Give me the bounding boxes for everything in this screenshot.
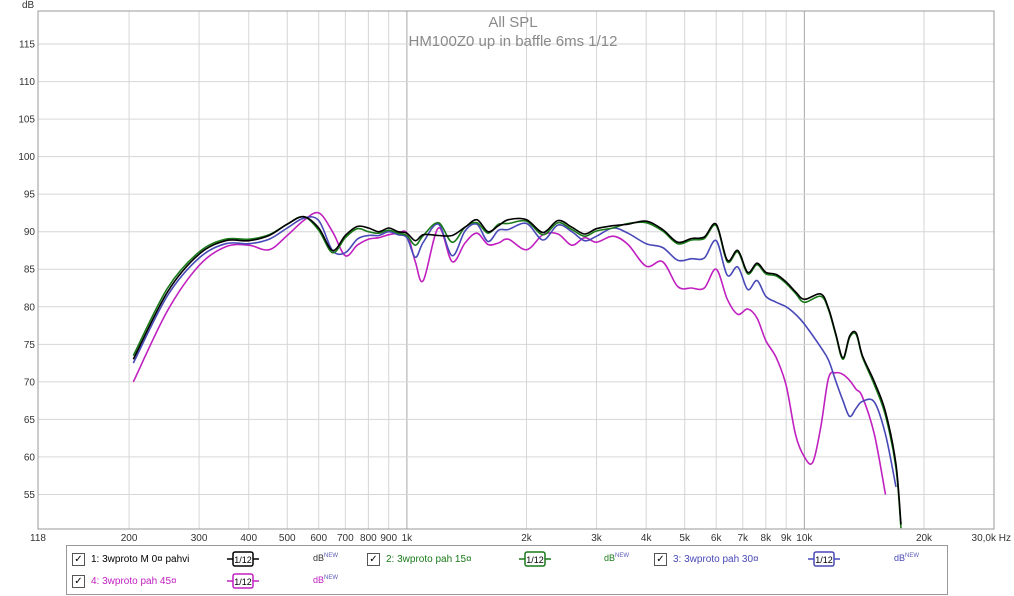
legend-db-label: dB	[894, 553, 906, 563]
legend-db-button[interactable]: dBNEW	[313, 575, 338, 585]
legend-smoothing-label: 1/12	[234, 577, 252, 587]
x-tick-label: 900	[380, 533, 397, 544]
legend-db-button[interactable]: dBNEW	[894, 553, 919, 563]
legend-db-button[interactable]: dBNEW	[313, 553, 338, 563]
legend-label: 1: 3wproto M 0¤ pahvi	[91, 553, 190, 565]
chart-subtitle: HM100Z0 up in baffle 6ms 1/12	[408, 33, 617, 50]
legend-swatch-box	[524, 551, 546, 567]
y-tick-label: 55	[24, 490, 36, 501]
x-tick-label: 20k	[916, 533, 933, 544]
y-tick-label: 110	[19, 77, 35, 88]
x-tick-label: 9k	[781, 533, 793, 544]
x-tick-label: 600	[310, 533, 327, 544]
x-tick-label: 300	[191, 533, 208, 544]
legend-label: 3: 3wproto pah 30¤	[673, 553, 759, 565]
legend-smoothing-label: 1/12	[815, 555, 833, 565]
y-tick-label: 70	[24, 377, 36, 388]
legend-swatch-box	[232, 573, 254, 589]
x-tick-label: 30,0k Hz	[972, 533, 1011, 544]
chart-title: All SPL	[488, 14, 537, 31]
legend-new-label: NEW	[905, 553, 920, 559]
y-tick-label: 65	[24, 415, 36, 426]
y-tick-label: 80	[24, 302, 36, 313]
legend-new-label: NEW	[324, 553, 339, 559]
legend-entry: ✓ 2: 3wproto pah 15¤	[367, 549, 472, 569]
series-line-3	[132, 216, 897, 488]
legend-entry: ✓ 1: 3wproto M 0¤ pahvi	[72, 549, 189, 569]
series-line-1	[132, 215, 902, 525]
legend-db-label: dB	[604, 553, 616, 563]
x-tick-label: 118	[30, 533, 46, 544]
legend-new-label: NEW	[615, 553, 630, 559]
legend-checkbox[interactable]: ✓	[367, 552, 380, 566]
legend-db-label: dB	[313, 553, 325, 563]
y-tick-label: 95	[24, 190, 36, 201]
legend-entry: ✓ 3: 3wproto pah 30¤	[654, 549, 759, 569]
spl-chart: 115 110 105 100 95 90 85 80 75 70 65 60 55 118 200 300…	[18, 0, 1011, 544]
legend-swatch-box	[232, 551, 254, 567]
x-tick-label: 3k	[591, 533, 603, 544]
legend-smoothing-button[interactable]: 1/12	[227, 551, 259, 567]
legend-entry: ✓ 4: 3wproto pah 45¤	[72, 571, 177, 591]
y-tick-label: 75	[24, 340, 36, 351]
x-tick-label: 10k	[796, 533, 813, 544]
series-line-2	[132, 215, 902, 529]
legend-swatch-box	[813, 551, 835, 567]
legend-smoothing-label: 1/12	[526, 555, 544, 565]
y-tick-label: 100	[18, 152, 35, 163]
y-axis-label: dB	[22, 0, 35, 11]
x-tick-label: 700	[337, 533, 354, 544]
x-tick-label: 1k	[402, 533, 414, 544]
y-tick-label: 60	[24, 452, 36, 463]
legend-new-label: NEW	[324, 575, 339, 581]
legend-smoothing-button[interactable]: 1/12	[808, 551, 840, 567]
legend-db-button[interactable]: dBNEW	[604, 553, 629, 563]
legend-smoothing-button[interactable]: 1/12	[227, 573, 259, 589]
y-tick-label: 85	[24, 265, 36, 276]
y-tick-label: 115	[19, 40, 35, 51]
x-tick-label: 400	[240, 533, 257, 544]
x-tick-label: 4k	[641, 533, 653, 544]
grid	[38, 11, 994, 529]
legend-db-label: dB	[313, 575, 325, 585]
x-tick-label: 5k	[679, 533, 691, 544]
y-tick-label: 90	[24, 227, 36, 238]
series-line-4	[132, 211, 887, 495]
legend-checkbox[interactable]: ✓	[72, 552, 85, 566]
x-tick-label: 6k	[711, 533, 723, 544]
x-tick-label: 800	[360, 533, 377, 544]
legend-smoothing-label: 1/12	[234, 555, 252, 565]
series-group	[132, 211, 902, 529]
legend-label: 4: 3wproto pah 45¤	[91, 575, 177, 587]
legend-label: 2: 3wproto pah 15¤	[386, 553, 472, 565]
legend-smoothing-button[interactable]: 1/12	[519, 551, 551, 567]
plot-frame	[37, 10, 995, 530]
y-tick-label: 105	[18, 115, 35, 126]
legend-checkbox[interactable]: ✓	[72, 574, 85, 588]
legend-checkbox[interactable]: ✓	[654, 552, 667, 566]
x-tick-label: 2k	[521, 533, 533, 544]
x-tick-labels: 118 200 300 400 500 600 700 800 900 1k 2k 3k 4k 5k 6k 7…	[30, 533, 1011, 544]
y-tick-labels: 115 110 105 100 95 90 85 80 75 70 65 60 55	[18, 40, 35, 501]
x-tick-label: 500	[279, 533, 296, 544]
legend: ✓ 1: 3wproto M 0¤ pahvi 1/12 dBNEW ✓ 2: 3wpro…	[66, 545, 948, 595]
x-tick-label: 200	[121, 533, 138, 544]
x-tick-label: 7k	[738, 533, 750, 544]
x-tick-label: 8k	[761, 533, 773, 544]
